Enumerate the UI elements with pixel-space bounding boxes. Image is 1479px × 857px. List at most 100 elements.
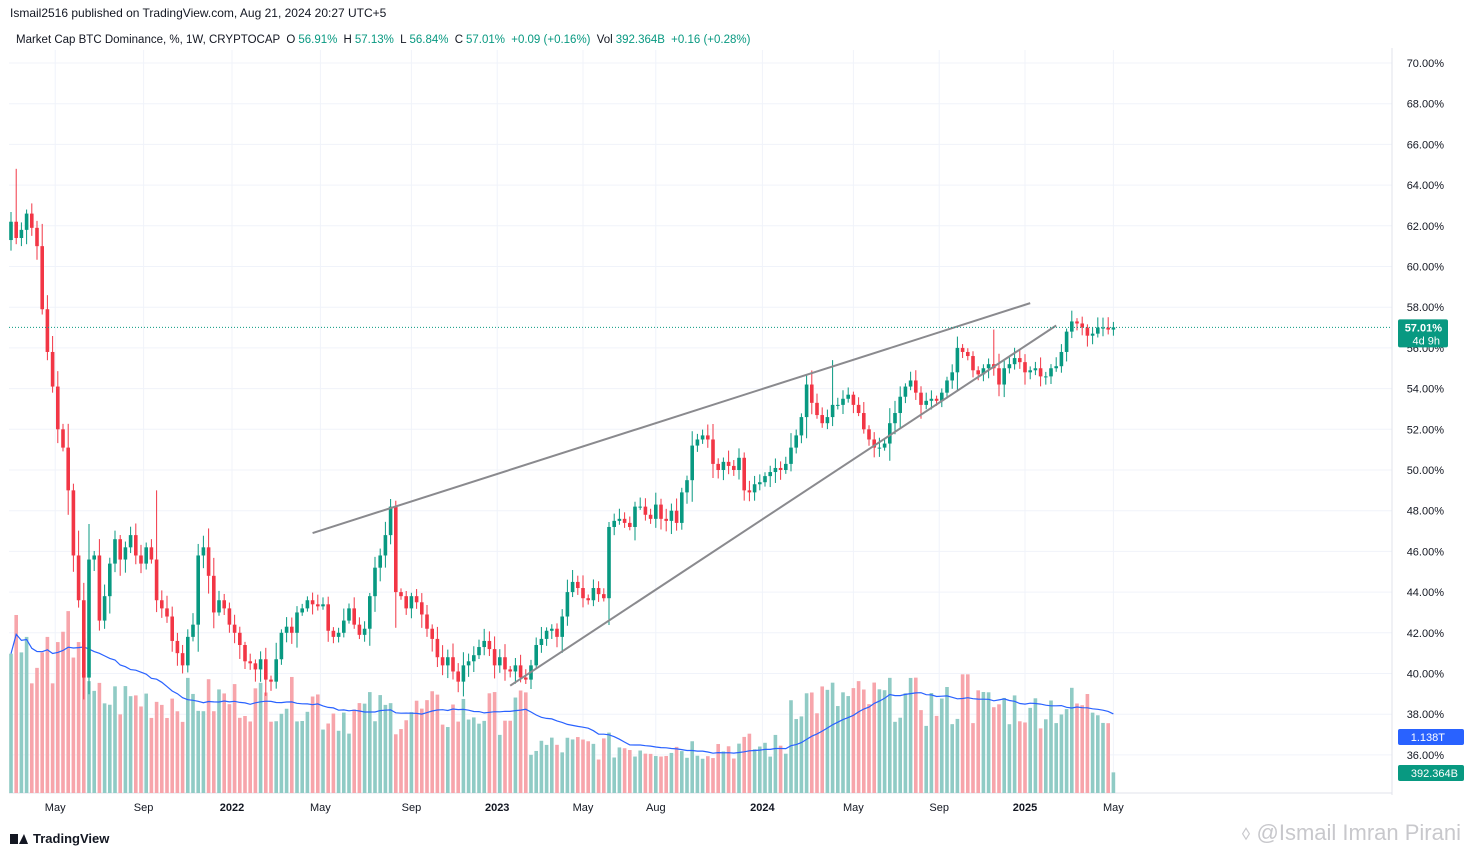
candle-body <box>40 246 44 310</box>
volume-bar <box>1044 719 1048 793</box>
candle-body <box>617 518 622 521</box>
volume-bar <box>659 756 663 793</box>
time-tick-label: May <box>843 802 864 814</box>
candle-body <box>487 640 492 650</box>
volume-bar <box>217 689 221 793</box>
volume-bar <box>711 758 715 793</box>
last-price-badge <box>1398 319 1448 348</box>
volume-bar <box>165 717 169 793</box>
volume-bar <box>1028 707 1032 793</box>
price-tick-label: 44.00% <box>1407 587 1445 599</box>
last-price-countdown: 4d 9h <box>1412 335 1440 347</box>
time-tick-label: Sep <box>402 802 422 814</box>
volume-bar <box>92 690 96 793</box>
candle-body <box>950 372 954 381</box>
volume-bar <box>789 700 793 793</box>
candle-body <box>409 596 414 609</box>
candle-body <box>742 457 746 491</box>
volume-bar <box>690 741 694 793</box>
time-axis: May Sep 2022 May Sep 2023 May Aug 2024 May Sep 2025… <box>45 802 1124 814</box>
candle-body <box>76 555 81 601</box>
candle-body <box>929 398 934 401</box>
volume-bar <box>643 753 648 793</box>
candle-body <box>654 504 658 519</box>
volume-bar <box>1018 721 1022 793</box>
candle-body <box>123 547 128 560</box>
legend-symbol[interactable]: Market Cap BTC Dominance, %, 1W, CRYPTOC… <box>16 34 281 46</box>
volume-bar <box>591 743 596 793</box>
candle-body <box>383 535 388 556</box>
publisher-line: Ismail2516 published on TradingView.com,… <box>10 6 387 20</box>
volume-bar <box>30 683 34 793</box>
volume-bar <box>570 739 575 793</box>
candle-body <box>685 480 689 493</box>
candle-body <box>1075 321 1079 324</box>
candle-body <box>264 659 268 680</box>
candle-body <box>492 649 497 666</box>
candle-body <box>960 347 965 352</box>
volume-bar <box>607 732 611 793</box>
volume-bar <box>269 721 273 793</box>
candle-body <box>903 386 908 397</box>
volume-bar <box>903 693 908 793</box>
volume-bar <box>810 692 814 793</box>
volume-bar <box>908 677 913 793</box>
price-tick-label: 60.00% <box>1407 262 1445 274</box>
candle-body <box>778 467 783 470</box>
volume-bar <box>768 756 772 793</box>
volume-bar <box>513 697 518 793</box>
volume-bar <box>248 721 252 793</box>
candle-body <box>924 400 928 405</box>
volume-bar <box>19 652 24 793</box>
volume-bar <box>487 693 492 793</box>
volume-bar <box>752 749 757 793</box>
volume-ma-badge-value: 1.138T <box>1411 732 1446 744</box>
volume-bar <box>1059 714 1064 793</box>
last-volume-badge-value: 392.364B <box>1411 768 1458 780</box>
candle-body <box>461 665 466 682</box>
volume-bar <box>695 755 700 793</box>
volume-bar <box>1049 700 1053 793</box>
candle-body <box>206 547 211 576</box>
candle-body <box>732 465 736 470</box>
candle-body <box>222 600 226 609</box>
volume-bar <box>680 751 684 793</box>
volume-bar <box>1023 722 1027 793</box>
candle-body <box>1033 368 1038 371</box>
candle-body <box>716 463 720 470</box>
volume-bar <box>435 694 440 793</box>
volume-bar <box>721 751 726 793</box>
candle-body <box>165 608 169 617</box>
time-tick-label: May <box>45 802 66 814</box>
volume-bar <box>648 753 653 793</box>
time-tick-label: Sep <box>929 802 949 814</box>
volume-bar <box>232 684 237 793</box>
candle-body <box>472 655 476 662</box>
candle-body <box>238 632 242 646</box>
candle-body <box>836 404 840 406</box>
candle-body <box>180 653 185 666</box>
author-watermark: ⬨ @Ismail Imran Pirani <box>1242 820 1462 846</box>
volume-bar <box>378 695 382 793</box>
candle-body <box>737 457 741 470</box>
volume-bar <box>524 692 528 793</box>
candle-body <box>373 567 377 597</box>
volume-bar <box>430 691 434 793</box>
candle-body <box>66 447 70 491</box>
candle-body <box>269 679 273 682</box>
price-tick-label: 50.00% <box>1407 465 1445 477</box>
volume-ma-badge <box>1398 729 1464 745</box>
candle-body <box>144 547 148 564</box>
volume-bar <box>102 703 107 793</box>
tradingview-logo[interactable]: TradingView <box>10 831 109 846</box>
volume-bar <box>1002 697 1006 793</box>
candle-body <box>1012 358 1017 365</box>
candle-body <box>633 506 637 527</box>
volume-bar <box>56 642 60 793</box>
candle-body <box>336 632 341 637</box>
time-tick-label: 2022 <box>220 802 244 814</box>
price-axis: 70.00% 68.00% 66.00% 64.00% 62.00% 60.00% 58.0… <box>1407 58 1445 762</box>
upper-resistance-line <box>312 302 1031 535</box>
candle-body <box>789 447 793 464</box>
